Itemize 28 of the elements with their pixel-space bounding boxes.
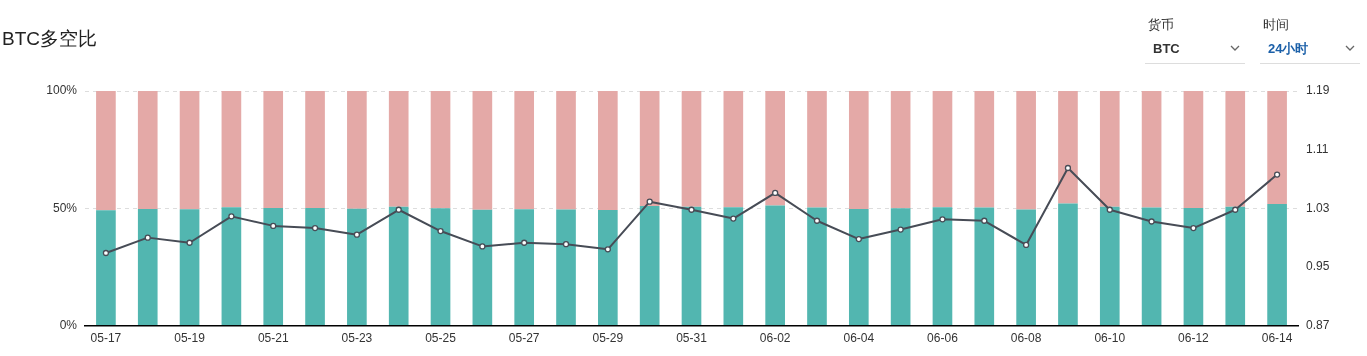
y-tick-label: 100%: [46, 83, 78, 98]
x-tick-label: 05-31: [676, 331, 708, 346]
x-tick-label: 06-12: [1178, 331, 1210, 346]
text: 货币: [1148, 16, 1174, 34]
x-tick-label: 05-19: [174, 331, 206, 346]
y-tick-label: 50%: [52, 200, 78, 215]
x-tick-label: 06-08: [1010, 331, 1042, 346]
x-tick-label: 06-02: [759, 331, 791, 346]
x-tick-label: 06-04: [843, 331, 875, 346]
text: 时间: [1263, 16, 1289, 34]
x-tick-label: 05-23: [341, 331, 373, 346]
y2-tick-label: 1.19: [1306, 83, 1330, 98]
y2-tick-label: 1.11: [1306, 141, 1329, 156]
x-tick-label: 05-17: [90, 331, 122, 346]
text: 24小时: [1268, 41, 1309, 56]
y2-tick-label: 1.03: [1306, 200, 1330, 215]
y-tick-label: 0%: [59, 317, 78, 332]
x-tick-label: 06-14: [1261, 331, 1293, 346]
x-tick-label: 05-21: [257, 331, 289, 346]
chart-title: BTC多空比: [2, 27, 97, 51]
x-tick-label: 05-29: [592, 331, 624, 346]
x-tick-label: 06-10: [1094, 331, 1126, 346]
y2-tick-label: 0.87: [1306, 317, 1330, 332]
x-tick-label: 05-27: [508, 331, 540, 346]
y2-tick-label: 0.95: [1306, 259, 1330, 274]
x-tick-label: 06-06: [927, 331, 959, 346]
text: BTC: [1153, 41, 1180, 56]
x-tick-label: 05-25: [425, 331, 457, 346]
